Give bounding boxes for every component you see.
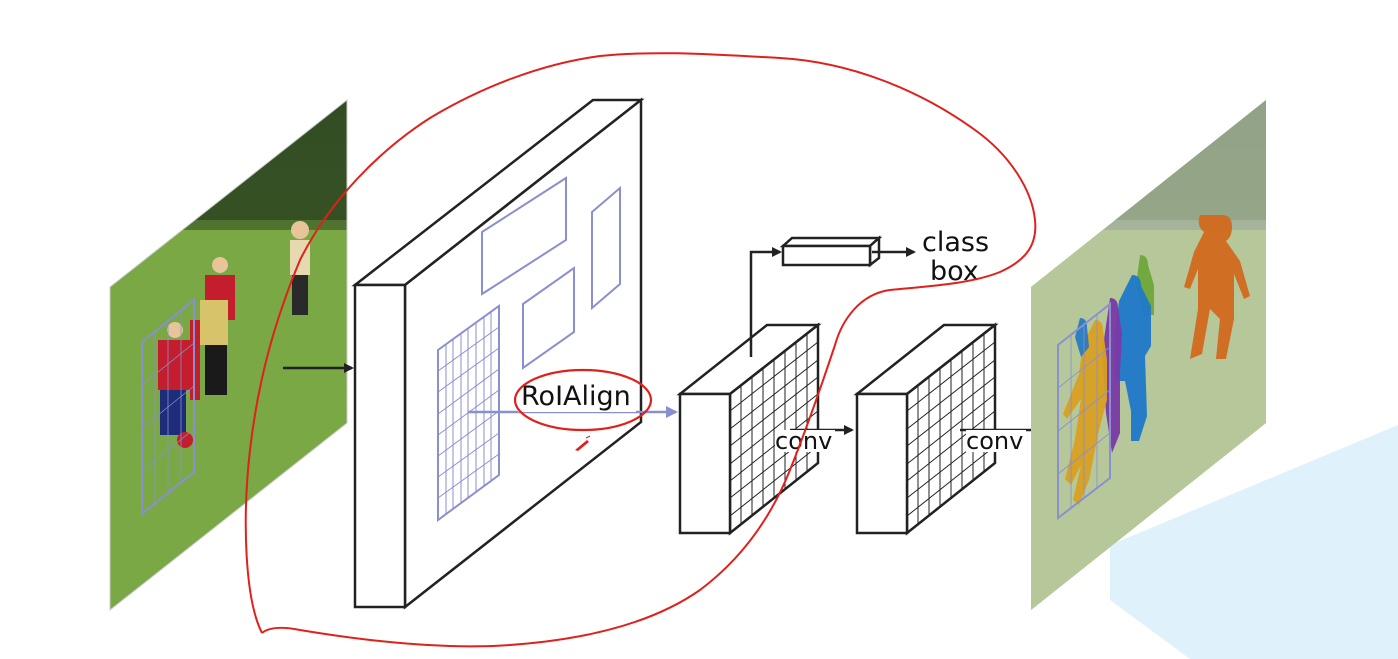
- input-roi-box: [141, 297, 195, 517]
- output-roi-box: [1057, 301, 1111, 521]
- conv-label-1: conv: [775, 427, 832, 455]
- background-light-blue-shape: [1110, 425, 1398, 659]
- proposal-box-2: [591, 185, 621, 311]
- input-image: [109, 98, 348, 612]
- mask-yellow-person: [1063, 320, 1107, 505]
- mask-purple-person: [1102, 298, 1122, 453]
- roialign-label: RoIAlign: [521, 381, 631, 412]
- box-label: box: [930, 256, 979, 287]
- red-annotation-loop: [244, 52, 1037, 648]
- conv-label-2: conv: [966, 427, 1023, 455]
- fc-layer-box: [779, 235, 883, 268]
- soccer-photo-icon: [110, 100, 347, 610]
- pen-cursor-icon: [575, 435, 591, 451]
- classifier-branch-line: [749, 247, 782, 357]
- region-proposals: [481, 176, 621, 370]
- output-image: [1031, 100, 1266, 610]
- mask-blue-person: [1115, 275, 1151, 441]
- class-label: class: [922, 227, 989, 258]
- feature-map-roi-grid: [437, 304, 500, 522]
- proposal-box-3: [522, 266, 575, 370]
- roi-head-block-grid: [729, 334, 819, 524]
- proposal-box-1: [481, 176, 567, 296]
- mask-orange-person: [1184, 215, 1250, 359]
- mask-head-block-grid: [906, 334, 996, 524]
- roialign-red-circle: [513, 368, 653, 432]
